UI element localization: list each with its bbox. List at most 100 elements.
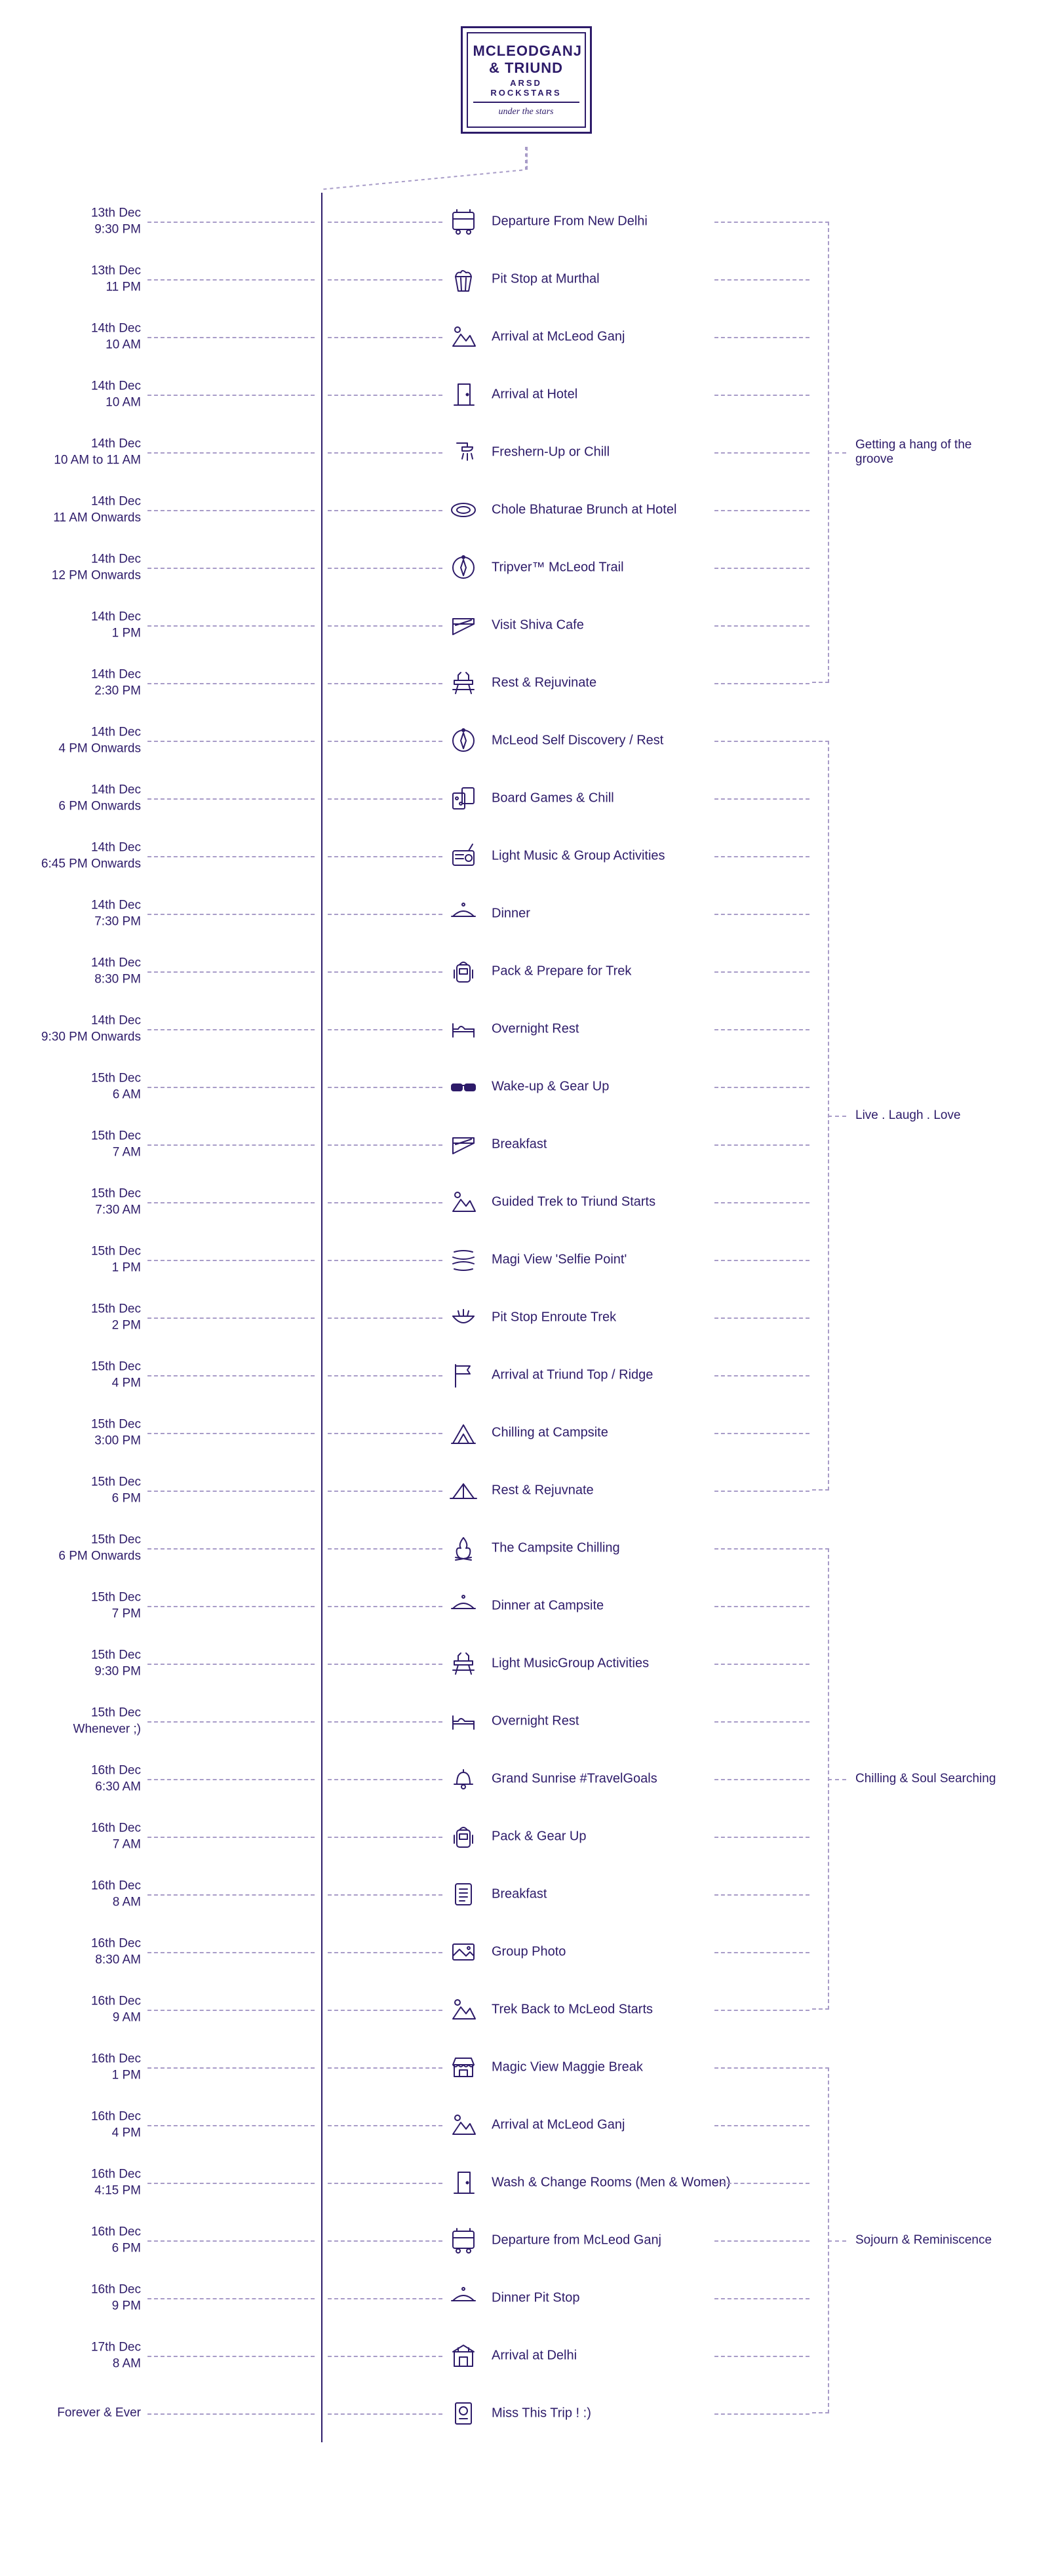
- mountain-icon: [449, 1188, 478, 1217]
- bed-icon: [449, 1015, 478, 1044]
- dash-left: [147, 568, 315, 569]
- dash-left: [147, 1260, 315, 1261]
- event-time: 15th Dec6 PM: [0, 1474, 141, 1506]
- dash-right: [328, 1837, 442, 1838]
- timeline-row: 15th Dec7:30 AM Guided Trek to Triund St…: [0, 1173, 1052, 1231]
- dash-to-bracket: [714, 625, 809, 627]
- dash-left: [147, 2413, 315, 2415]
- event-time: 13th Dec11 PM: [0, 263, 141, 295]
- event-time: 14th Dec10 AM to 11 AM: [0, 436, 141, 468]
- dash-left: [147, 683, 315, 684]
- dash-right: [328, 1664, 442, 1665]
- event-time: 14th Dec7:30 PM: [0, 897, 141, 929]
- timeline-row: 14th Dec11 AM Onwards Chole Bhaturae Bru…: [0, 481, 1052, 539]
- dash-to-bracket: [714, 1317, 809, 1319]
- dash-left: [147, 1491, 315, 1492]
- badge-line-1: MCLEODGANJ: [473, 43, 579, 60]
- gate-icon: [449, 2341, 478, 2370]
- section-label: Getting a hang of the groove: [855, 438, 1000, 467]
- dash-right: [328, 1087, 442, 1088]
- dash-to-bracket: [714, 798, 809, 800]
- dash-left: [147, 1721, 315, 1723]
- mountain-icon: [449, 2111, 478, 2139]
- section-label: Chilling & Soul Searching: [855, 1772, 1000, 1786]
- timeline-row: 14th Dec12 PM Onwards Tripver™ McLeod Tr…: [0, 539, 1052, 596]
- dash-to-bracket: [714, 856, 809, 857]
- dash-left: [147, 1144, 315, 1146]
- dash-to-bracket: [714, 1260, 809, 1261]
- dash-left: [147, 2240, 315, 2242]
- dash-right: [328, 798, 442, 800]
- event-time: 14th Dec10 AM: [0, 321, 141, 353]
- dash-right: [328, 1721, 442, 1723]
- bowl-icon: [449, 1303, 478, 1332]
- sandwich-icon: [449, 1130, 478, 1159]
- event-time: 15th Dec6 AM: [0, 1070, 141, 1103]
- dash-left: [147, 2183, 315, 2184]
- dash-right: [328, 2183, 442, 2184]
- event-time: 16th Dec8:30 AM: [0, 1936, 141, 1968]
- timeline-row: 15th Dec6 PM Rest & Rejuvnate: [0, 1462, 1052, 1519]
- dash-to-bracket: [714, 741, 809, 742]
- dish-icon: [449, 1591, 478, 1620]
- dish-icon: [449, 899, 478, 928]
- popcorn-icon: [449, 265, 478, 294]
- timeline-row: 16th Dec4:15 PM Wash & Change Rooms (Men…: [0, 2154, 1052, 2212]
- dash-left: [147, 222, 315, 223]
- event-label: Pit Stop Enroute Trek: [492, 1310, 616, 1325]
- dash-to-bracket: [714, 2240, 809, 2242]
- event-time: 14th Dec1 PM: [0, 609, 141, 641]
- badge-line-2: & TRIUND: [473, 60, 579, 77]
- event-label: Chilling at Campsite: [492, 1426, 608, 1441]
- river-icon: [449, 1245, 478, 1274]
- backpack-icon: [449, 1822, 478, 1851]
- dash-right: [328, 1144, 442, 1146]
- event-label: Wake-up & Gear Up: [492, 1080, 609, 1095]
- header-badge: MCLEODGANJ & TRIUND ARSD ROCKSTARS under…: [461, 26, 592, 134]
- event-label: Overnight Rest: [492, 1714, 579, 1729]
- shower-icon: [449, 438, 478, 467]
- dash-right: [328, 2067, 442, 2069]
- door-icon: [449, 380, 478, 409]
- list-icon: [449, 1880, 478, 1909]
- timeline-row: 14th Dec6 PM Onwards Board Games & Chill: [0, 770, 1052, 827]
- timeline-row: 15th Dec3:00 PM Chilling at Campsite: [0, 1404, 1052, 1462]
- badge-line-3: ARSD ROCKSTARS: [473, 78, 579, 98]
- event-label: Departure From New Delhi: [492, 214, 648, 229]
- event-label: Pack & Gear Up: [492, 1829, 587, 1844]
- dash-left: [147, 1087, 315, 1088]
- dash-left: [147, 279, 315, 281]
- event-label: Visit Shiva Cafe: [492, 618, 584, 633]
- dash-to-bracket: [714, 1721, 809, 1723]
- event-label: Grand Sunrise #TravelGoals: [492, 1772, 657, 1787]
- event-label: Board Games & Chill: [492, 791, 614, 806]
- event-label: Chole Bhaturae Brunch at Hotel: [492, 503, 676, 518]
- event-label: Magi View 'Selfie Point': [492, 1253, 627, 1268]
- dash-to-bracket: [714, 1029, 809, 1030]
- dash-to-bracket: [714, 337, 809, 338]
- dash-right: [328, 2240, 442, 2242]
- event-label: Arrival at Hotel: [492, 387, 577, 402]
- dash-to-bracket: [714, 1202, 809, 1203]
- dash-left: [147, 1548, 315, 1550]
- event-time: 14th Dec6:45 PM Onwards: [0, 840, 141, 872]
- dash-to-bracket: [714, 1837, 809, 1838]
- dash-left: [147, 914, 315, 915]
- dash-right: [328, 1491, 442, 1492]
- event-label: Dinner Pit Stop: [492, 2291, 580, 2306]
- event-time: 14th Dec12 PM Onwards: [0, 551, 141, 583]
- tent-icon: [449, 1476, 478, 1505]
- dash-left: [147, 1779, 315, 1780]
- dash-left: [147, 2298, 315, 2299]
- event-time: Forever & Ever: [0, 2406, 141, 2422]
- dash-left: [147, 1664, 315, 1665]
- bell-icon: [449, 1765, 478, 1793]
- section-bracket: [812, 1548, 829, 2010]
- dash-right: [328, 1606, 442, 1607]
- dash-right: [328, 1548, 442, 1550]
- dash-left: [147, 2067, 315, 2069]
- event-label: Dinner at Campsite: [492, 1599, 604, 1614]
- dash-left: [147, 337, 315, 338]
- timeline-row: 16th Dec4 PM Arrival at McLeod Ganj: [0, 2096, 1052, 2154]
- dash-left: [147, 1029, 315, 1030]
